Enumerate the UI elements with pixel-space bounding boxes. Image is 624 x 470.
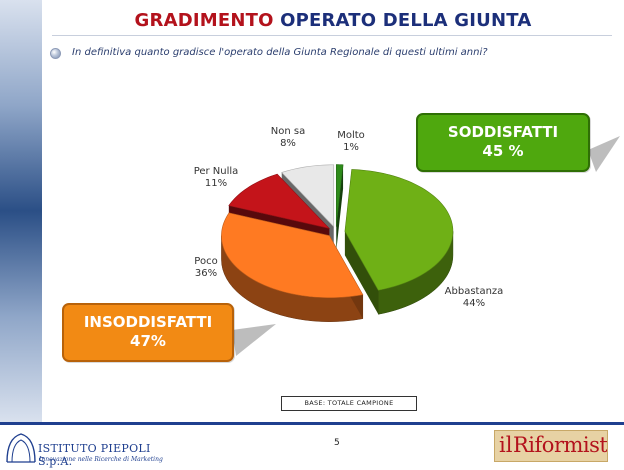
slice-value-non-sa: 8% xyxy=(280,138,296,149)
logo-left-name: ISTITUTO PIEPOLI S.p.A. xyxy=(38,442,151,468)
callout-unsatisfied-label: INSODDISFATTI xyxy=(83,313,213,331)
pie-cut-abbastanza-1 xyxy=(344,231,379,315)
slice-value-poco: 36% xyxy=(195,268,217,279)
callout-satisfied-pointer xyxy=(588,136,620,172)
base-note: BASE: TOTALE CAMPIONE xyxy=(281,396,417,411)
slice-label-non-sa: Non sa xyxy=(271,126,305,137)
slice-label-poco: Poco xyxy=(194,256,217,267)
title-part-operato: OPERATO DELLA GIUNTA xyxy=(280,10,532,31)
pie-cut-molto-1 xyxy=(336,164,344,251)
pie-slice-non-sa xyxy=(281,164,335,228)
pie-slice-per-nulla xyxy=(228,173,331,229)
pie-slice-poco xyxy=(221,212,364,298)
side-gradient-band xyxy=(0,0,42,422)
title-divider xyxy=(52,35,612,36)
callout-satisfied-value: 45 % xyxy=(482,142,524,160)
footer-divider xyxy=(0,422,624,425)
slice-value-molto: 1% xyxy=(343,142,359,153)
arch-logo-icon xyxy=(6,433,36,463)
survey-question: In definitiva quanto gradisce l'operato … xyxy=(72,47,488,58)
pie-slices xyxy=(221,164,454,322)
istituto-piepoli-logo: ISTITUTO PIEPOLI S.p.A. Innovazione nell… xyxy=(4,428,164,468)
slice-label-molto: Molto xyxy=(337,130,365,141)
page-number: 5 xyxy=(334,438,340,448)
pie-slice-abbastanza xyxy=(344,169,454,291)
callout-unsatisfied-value: 47% xyxy=(130,332,166,350)
callout-unsatisfied: INSODDISFATTI 47% xyxy=(62,303,234,362)
callout-satisfied: SODDISFATTI 45 % xyxy=(416,113,590,172)
slice-value-per-nulla: 11% xyxy=(205,178,227,189)
callout-satisfied-label: SODDISFATTI xyxy=(447,123,559,141)
title-part-gradimento: GRADIMENTO xyxy=(134,10,274,31)
slice-label-per-nulla: Per Nulla xyxy=(194,166,239,177)
logo-right-prefix: il xyxy=(499,433,513,457)
page-title: GRADIMENTO OPERATO DELLA GIUNTA xyxy=(42,10,624,31)
callout-unsatisfied-pointer xyxy=(232,324,276,356)
logo-right-name: Riformista xyxy=(513,433,608,457)
slice-value-abbastanza: 44% xyxy=(463,298,485,309)
logo-left-tagline: Innovazione nelle Ricerche di Marketing xyxy=(39,456,163,463)
pie-slice-molto xyxy=(335,164,344,227)
bullet-icon xyxy=(50,48,61,59)
il-riformista-logo: il Riformista xyxy=(494,430,608,462)
slice-label-abbastanza: Abbastanza xyxy=(445,286,504,297)
